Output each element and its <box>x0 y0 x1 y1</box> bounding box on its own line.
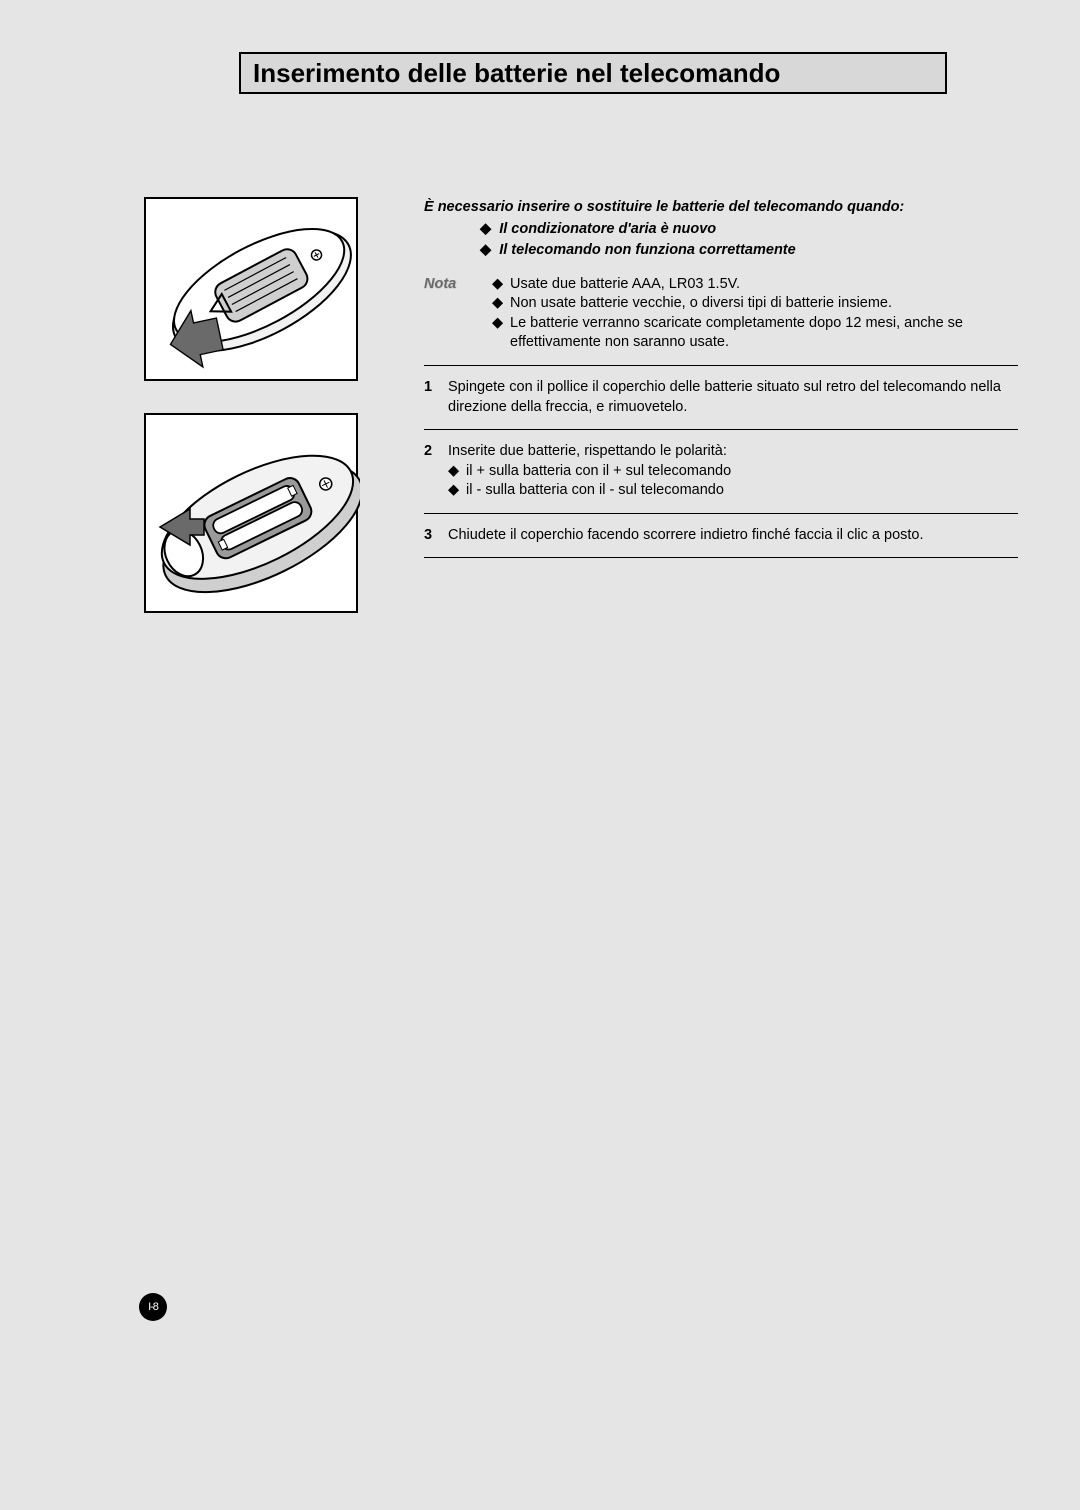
divider <box>424 429 1018 430</box>
section-title-box: Inserimento delle batterie nel telecoman… <box>239 52 947 94</box>
nota-item: ◆Usate due batterie AAA, LR03 1.5V. <box>492 275 1018 295</box>
nota-item: ◆Le batterie verranno scaricate completa… <box>492 314 1018 353</box>
nota-item: ◆Non usate batterie vecchie, o diversi t… <box>492 294 1018 314</box>
step-sub: ◆il - sulla batteria con il - sul teleco… <box>448 481 1018 501</box>
step-sub: ◆il + sulla batteria con il + sul teleco… <box>448 462 1018 482</box>
content-column: È necessario inserire o sostituire le ba… <box>424 198 1018 570</box>
illustration-remove-cover <box>144 197 358 381</box>
illustration-insert-batteries <box>144 413 358 613</box>
page-number-badge: I-8 <box>139 1293 167 1321</box>
nota-label: Nota <box>424 275 492 353</box>
step-3: 3 Chiudete il coperchio facendo scorrere… <box>424 526 1018 546</box>
intro-bullet-2: ◆ Il telecomando non funziona correttame… <box>480 241 1018 261</box>
nota-list: ◆Usate due batterie AAA, LR03 1.5V. ◆Non… <box>492 275 1018 353</box>
step-text: Inserite due batterie, rispettando le po… <box>448 442 1018 501</box>
manual-page: Inserimento delle batterie nel telecoman… <box>54 0 1080 1510</box>
step-1: 1 Spingete con il pollice il coperchio d… <box>424 378 1018 417</box>
divider <box>424 365 1018 366</box>
step-number: 3 <box>424 526 448 546</box>
nota-block: Nota ◆Usate due batterie AAA, LR03 1.5V.… <box>424 275 1018 353</box>
intro-bullet-1: ◆ Il condizionatore d'aria è nuovo <box>480 220 1018 240</box>
divider <box>424 557 1018 558</box>
divider <box>424 513 1018 514</box>
intro-line: È necessario inserire o sostituire le ba… <box>424 198 1018 218</box>
step-number: 1 <box>424 378 448 417</box>
step-number: 2 <box>424 442 448 501</box>
page-number: I-8 <box>148 1301 158 1313</box>
step-text: Spingete con il pollice il coperchio del… <box>448 378 1018 417</box>
step-2: 2 Inserite due batterie, rispettando le … <box>424 442 1018 501</box>
section-title: Inserimento delle batterie nel telecoman… <box>253 58 780 89</box>
step-text: Chiudete il coperchio facendo scorrere i… <box>448 526 1018 546</box>
